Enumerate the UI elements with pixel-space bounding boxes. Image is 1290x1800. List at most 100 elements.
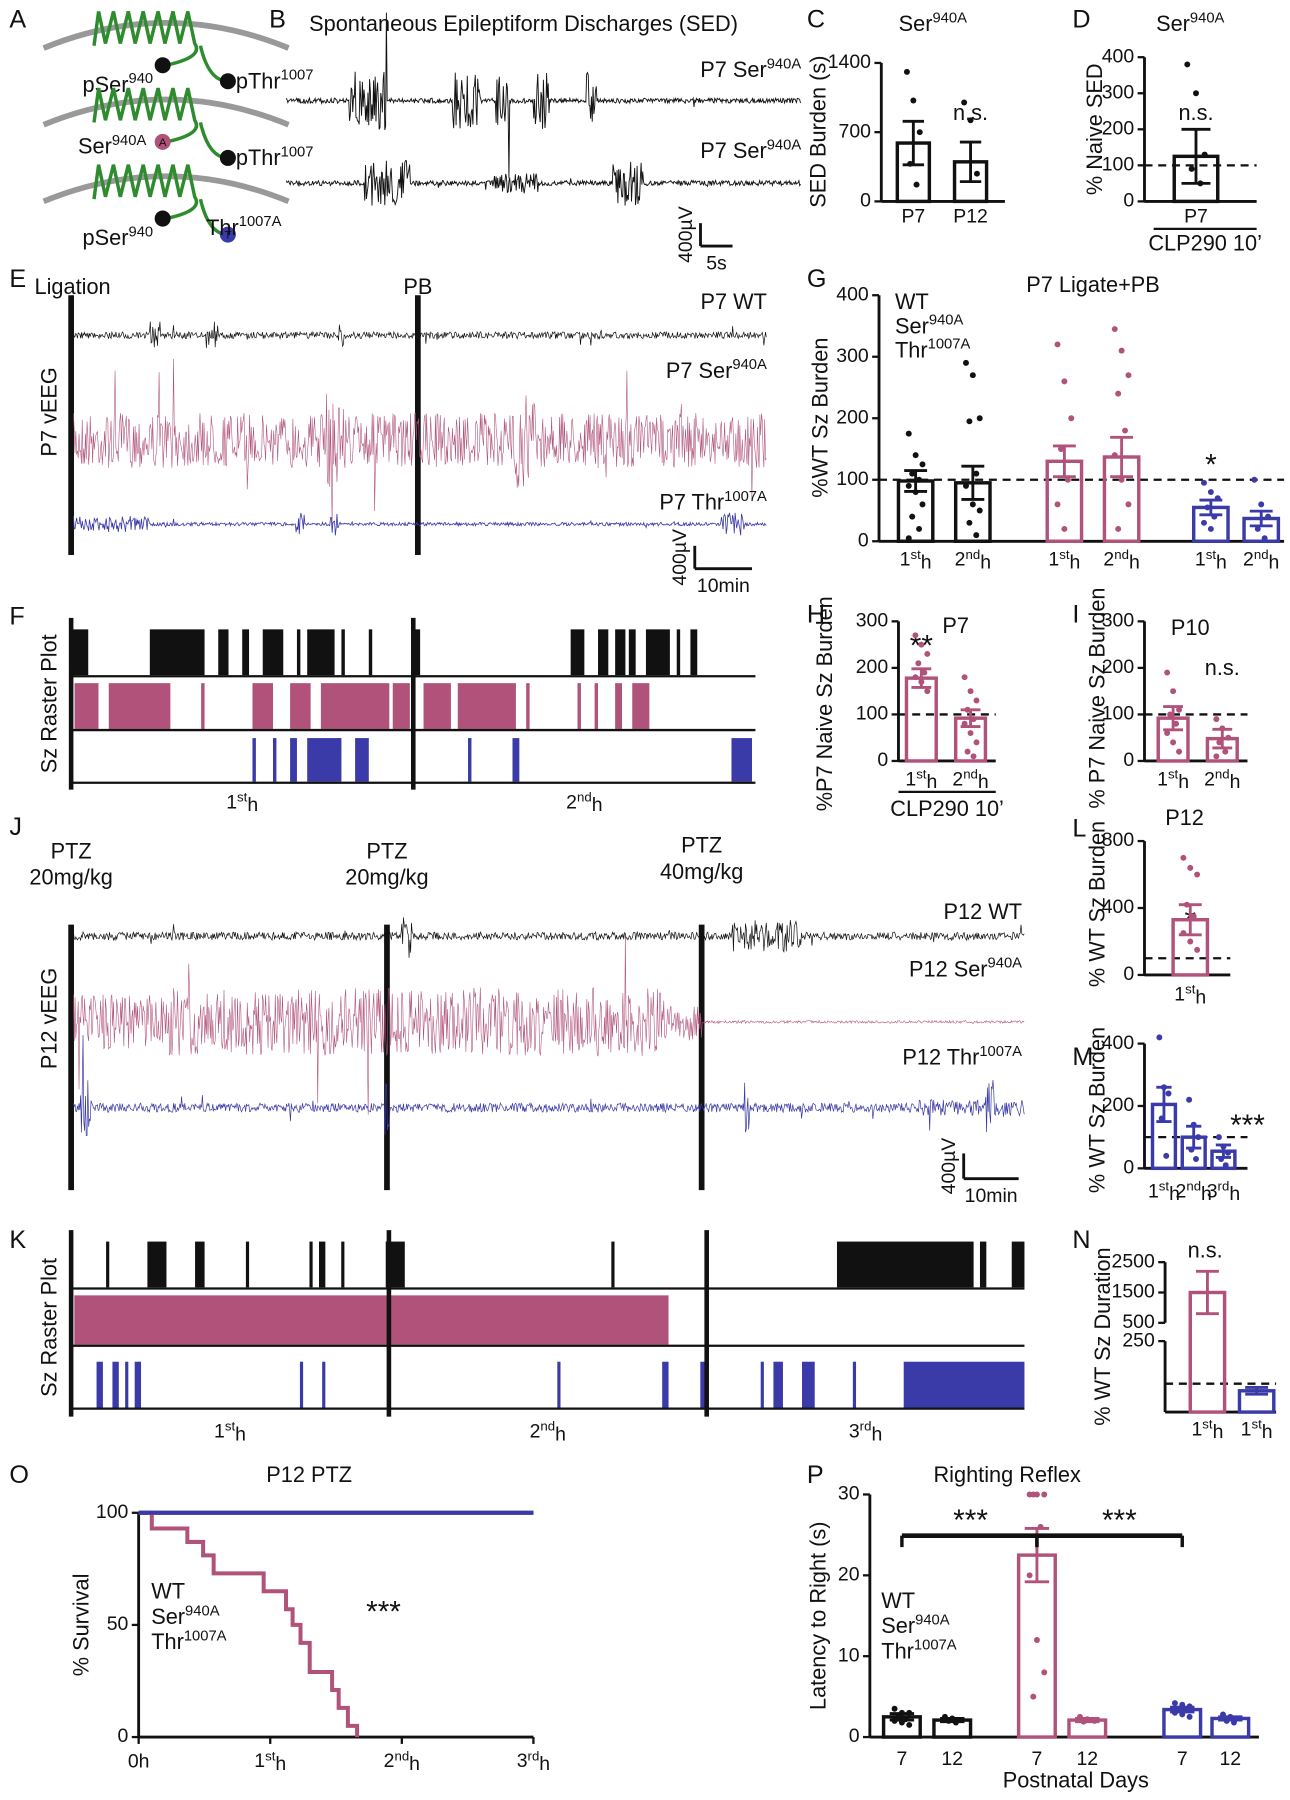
panel-letter: G bbox=[807, 265, 827, 293]
x-tick-label-text: 2 bbox=[1103, 549, 1114, 571]
site-label-sup: 1007A bbox=[239, 214, 282, 230]
data-point bbox=[1164, 730, 1171, 737]
x-tick-label: 2ndh bbox=[955, 546, 991, 573]
data-point bbox=[906, 1721, 913, 1728]
x-tick-label-after: h bbox=[1129, 552, 1140, 574]
trace-label: P12 Thr1007A bbox=[902, 1044, 1022, 1069]
residue-t bbox=[219, 73, 236, 90]
x-tick-label-text: 1 bbox=[1148, 1181, 1159, 1203]
x-tick-label: 1sth bbox=[1157, 766, 1189, 793]
data-point bbox=[1115, 525, 1122, 532]
x-tick-label-sup: st bbox=[910, 546, 921, 561]
panel-letter: M bbox=[1072, 1043, 1093, 1071]
data-point bbox=[1061, 378, 1068, 385]
data-point bbox=[970, 716, 977, 723]
data-point bbox=[1125, 501, 1132, 508]
data-point bbox=[967, 688, 974, 695]
x-tick-label-text: 1 bbox=[1048, 549, 1059, 571]
seizure-event bbox=[252, 683, 273, 729]
annotation: *** bbox=[1230, 1109, 1265, 1142]
data-point bbox=[1201, 151, 1208, 158]
y-tick-label: 2500 bbox=[1112, 1250, 1155, 1272]
panel-letter: N bbox=[1072, 1226, 1090, 1254]
hour-label: 2ndh bbox=[566, 789, 602, 816]
y-axis-label: % P7 Naive Sz Burden bbox=[1084, 587, 1109, 808]
eeg-trace bbox=[285, 159, 801, 207]
data-point bbox=[1037, 1523, 1044, 1530]
x-tick-label: 3rdh bbox=[517, 1748, 550, 1775]
legend-entry: WT bbox=[151, 1579, 185, 1604]
eeg-trace bbox=[73, 321, 767, 349]
seizure-event bbox=[598, 629, 609, 676]
trace-label-text: P12 Thr bbox=[902, 1044, 979, 1069]
data-point bbox=[1254, 525, 1261, 532]
data-point bbox=[1234, 1715, 1241, 1722]
x-tick-label-text: 1 bbox=[1157, 769, 1168, 791]
seizure-event bbox=[262, 629, 284, 676]
annotation: n.s. bbox=[1178, 100, 1213, 125]
data-point bbox=[905, 430, 912, 437]
seizure-event bbox=[1011, 1241, 1025, 1288]
data-point bbox=[1033, 1637, 1040, 1644]
data-point bbox=[1180, 930, 1187, 937]
y-tick-label: 300 bbox=[836, 345, 869, 367]
panel-letter: F bbox=[9, 603, 24, 631]
chart-title: P7 Ligate+PB bbox=[1026, 272, 1160, 297]
seizure-event bbox=[690, 629, 698, 676]
panel-letter: L bbox=[1072, 814, 1086, 842]
x-tick-label-after: h bbox=[980, 552, 991, 574]
data-point bbox=[924, 688, 931, 695]
data-point bbox=[1261, 535, 1268, 542]
data-point bbox=[1215, 1134, 1222, 1141]
chart-title: P12 bbox=[1165, 805, 1204, 830]
site-label: Thr1007A bbox=[206, 214, 281, 239]
x-tick-label: P7 bbox=[901, 206, 925, 228]
data-point bbox=[966, 418, 973, 425]
y-tick-label: 0 bbox=[118, 1725, 129, 1747]
seizure-event bbox=[468, 738, 472, 782]
y-axis-label: % WT Sz Burden bbox=[1084, 821, 1109, 987]
data-point bbox=[1026, 1572, 1033, 1579]
trace-label-text: P7 Ser bbox=[700, 57, 766, 82]
hour-label-sup: nd bbox=[540, 1418, 555, 1433]
legend-entry-text: Thr bbox=[151, 1629, 184, 1654]
x-tick-label: 1sth bbox=[1241, 1416, 1273, 1443]
chart-title: Righting Reflex bbox=[933, 1462, 1081, 1487]
seizure-event bbox=[760, 1361, 764, 1408]
seizure-event bbox=[526, 683, 530, 729]
seizure-event bbox=[700, 1361, 707, 1408]
seizure-event bbox=[413, 629, 421, 676]
seizure-event bbox=[74, 683, 99, 729]
x-tick-label: 7 bbox=[1177, 1748, 1188, 1770]
data-point bbox=[1080, 1718, 1087, 1725]
data-point bbox=[1182, 1707, 1189, 1714]
seizure-event bbox=[662, 1361, 669, 1408]
y-tick-label: 400 bbox=[1102, 45, 1135, 67]
data-point bbox=[1156, 1034, 1163, 1041]
data-point bbox=[916, 476, 923, 483]
event-label: PTZ bbox=[366, 838, 407, 863]
seizure-event bbox=[355, 738, 369, 782]
legend-entry-text: Thr bbox=[881, 1638, 914, 1663]
event-label: PTZ bbox=[681, 833, 722, 858]
hour-label-text: 2 bbox=[530, 1421, 541, 1443]
data-point bbox=[916, 525, 923, 532]
seizure-event bbox=[252, 738, 256, 782]
seizure-event bbox=[320, 683, 390, 729]
x-tick-label: P7 bbox=[1184, 206, 1208, 228]
data-point bbox=[905, 482, 912, 489]
x-tick-label-sup: nd bbox=[963, 766, 978, 781]
seizure-event bbox=[290, 683, 311, 729]
x-tick-label-sup: st bbox=[1059, 546, 1070, 561]
data-point bbox=[1165, 1090, 1172, 1097]
seizure-event bbox=[125, 1361, 129, 1408]
data-point bbox=[1223, 1717, 1230, 1724]
panel-letter: D bbox=[1072, 5, 1090, 33]
x-tick-label-text: 1 bbox=[1174, 984, 1185, 1006]
data-point bbox=[1207, 525, 1214, 532]
data-point bbox=[1091, 1717, 1098, 1724]
membrane bbox=[42, 20, 290, 51]
data-point bbox=[1186, 1096, 1193, 1103]
hour-label-text: 3 bbox=[849, 1421, 860, 1443]
x-tick-label-sup: st bbox=[1159, 1178, 1170, 1193]
